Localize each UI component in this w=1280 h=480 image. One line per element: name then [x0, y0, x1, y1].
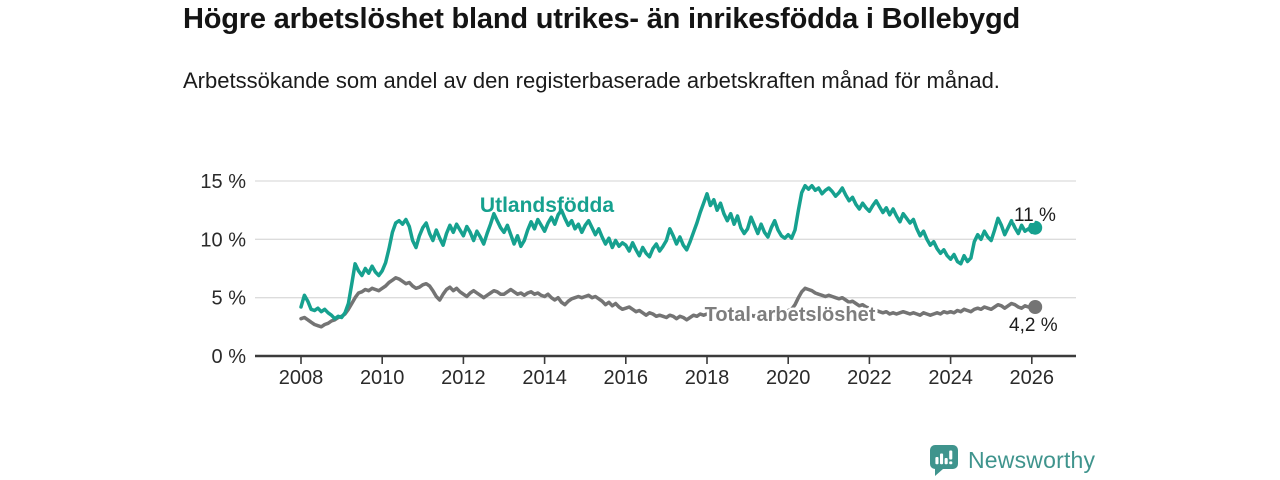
series-layer: [299, 183, 1043, 329]
y-tick-label: 15 %: [200, 171, 246, 193]
end-dot-utlandsf-dda: [1028, 220, 1043, 235]
grid-layer: 0 % 5 % 10 % 15 %: [200, 171, 1076, 368]
series-line-total-arbetsl-shet: [299, 276, 1037, 329]
y-tick-label: 0 %: [212, 346, 247, 368]
series-label-utlandsfodda: Utlandsfödda: [480, 194, 614, 217]
x-tick-label: 2026: [1010, 367, 1055, 389]
brand-name: Newsworthy: [968, 447, 1096, 473]
chart-title: Högre arbetslöshet bland utrikes- än inr…: [183, 3, 1021, 35]
x-tick-label: 2016: [604, 367, 649, 389]
x-tick-label: 2012: [441, 367, 486, 389]
x-tick-label: 2014: [522, 367, 567, 389]
x-tick-label: 2022: [847, 367, 892, 389]
x-tick-label: 2018: [685, 367, 730, 389]
chart-subtitle: Arbetssökande som andel av den registerb…: [183, 68, 1000, 93]
y-tick-label: 5 %: [212, 288, 247, 310]
y-tick-label: 10 %: [200, 229, 246, 251]
x-tick-label: 2020: [766, 367, 811, 389]
newsworthy-icon: [930, 445, 958, 476]
x-tick-label: 2008: [279, 367, 324, 389]
newsworthy-logo[interactable]: Newsworthy: [929, 444, 1095, 477]
x-tick-label: 2024: [928, 367, 973, 389]
x-axis: 2008 2010 2012 2014 2016 2018 2020 2022 2024 2026: [255, 354, 1076, 389]
x-tick-label: 2010: [360, 367, 405, 389]
end-value-total: 4,2 %: [1009, 315, 1058, 336]
series-line-utlandsf-dda: [299, 183, 1037, 321]
series-label-total: Total arbetslöshet: [705, 304, 876, 326]
end-dot-total-arbetsl-shet: [1028, 300, 1043, 314]
end-value-utlandsfodda: 11 %: [1014, 205, 1056, 226]
